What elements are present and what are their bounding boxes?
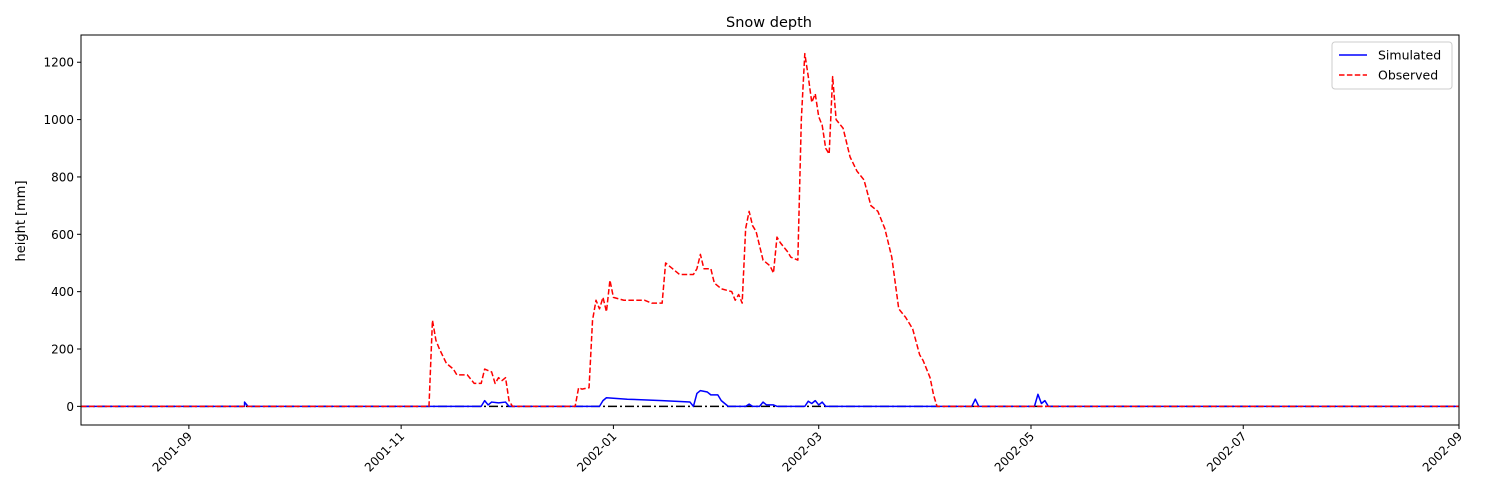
x-tick-label: 2002-09 xyxy=(1420,429,1465,474)
y-tick-label: 600 xyxy=(51,228,74,242)
x-tick-label: 2001-09 xyxy=(150,429,195,474)
x-tick-label: 2002-07 xyxy=(1204,429,1249,474)
y-tick-label: 0 xyxy=(66,400,74,414)
y-tick-label: 1000 xyxy=(43,113,74,127)
y-tick-label: 800 xyxy=(51,170,74,184)
legend-box xyxy=(1331,41,1453,90)
y-axis-label: height [mm] xyxy=(14,180,29,261)
series-line-simulated xyxy=(81,389,1459,408)
axis-ticks: 2001-09 2001-11 2002-01 2002-03 2002-05 2002-… xyxy=(43,56,1465,475)
plot-area xyxy=(81,52,1459,408)
x-tick-label: 2002-01 xyxy=(574,429,619,474)
series-line-observed xyxy=(81,52,1459,408)
x-tick-label: 2001-11 xyxy=(362,429,407,474)
legend-label-observed: Observed xyxy=(1378,68,1438,83)
legend-label-simulated: Simulated xyxy=(1378,48,1441,63)
x-tick-label: 2002-03 xyxy=(779,429,824,474)
y-tick-label: 200 xyxy=(51,343,74,357)
y-tick-label: 1200 xyxy=(43,56,74,70)
chart-title: Snow depth xyxy=(726,15,812,31)
x-tick-label: 2002-05 xyxy=(992,429,1037,474)
legend: Simulated Observed xyxy=(1331,41,1453,90)
plot-frame xyxy=(80,34,1460,426)
y-tick-label: 400 xyxy=(51,285,74,299)
